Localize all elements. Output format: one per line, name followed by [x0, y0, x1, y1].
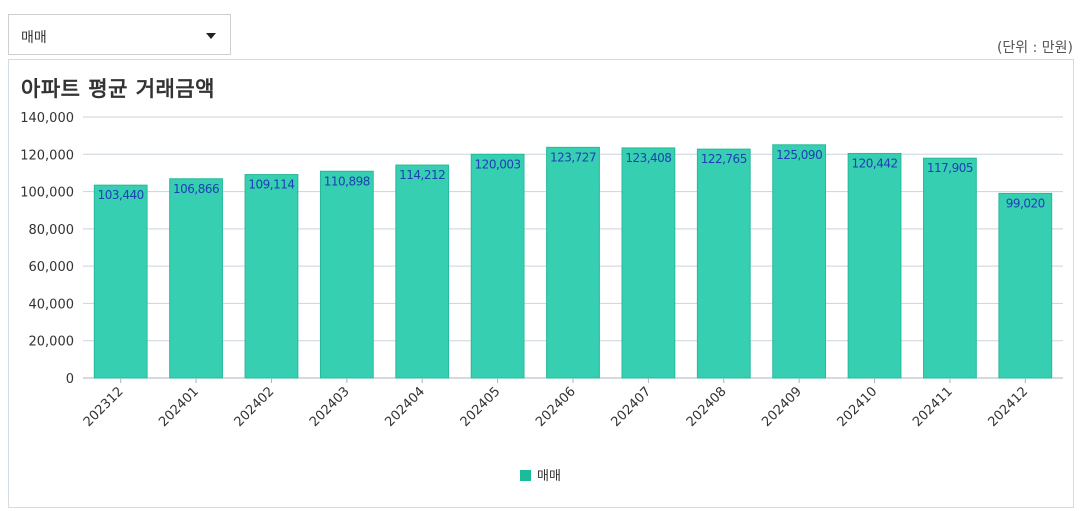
bar[interactable]	[696, 148, 751, 379]
x-tick-label: 202403	[307, 384, 353, 430]
bar[interactable]	[546, 146, 600, 379]
bar-value-label: 117,905	[927, 161, 973, 175]
legend-label[interactable]: 매매	[537, 469, 561, 484]
trade-type-select[interactable]: 매매	[8, 14, 231, 55]
bar-value-label: 106,866	[173, 182, 219, 196]
unit-label: (단위 : 만원)	[996, 40, 1073, 56]
x-tick-label: 202406	[533, 384, 579, 430]
x-tick-label: 202412	[985, 384, 1031, 430]
bar[interactable]	[169, 178, 223, 379]
bar-value-label: 114,212	[399, 168, 445, 182]
bar[interactable]	[772, 144, 827, 379]
bar-value-label: 99,020	[1006, 196, 1045, 210]
x-tick-label: 202410	[835, 384, 881, 430]
y-tick-label: 40,000	[29, 297, 75, 312]
chart-title: 아파트 평균 거래금액	[21, 77, 216, 101]
x-tick-label: 202408	[684, 384, 730, 430]
bar-value-label: 109,114	[248, 178, 294, 192]
bar-value-label: 120,003	[475, 157, 521, 171]
bar-value-label: 110,898	[324, 174, 370, 188]
caret-down-icon[interactable]	[206, 33, 216, 39]
x-tick-label: 202411	[910, 384, 956, 430]
y-tick-label: 60,000	[29, 260, 75, 275]
bar[interactable]	[395, 164, 450, 379]
y-tick-label: 80,000	[29, 223, 75, 238]
y-tick-label: 120,000	[20, 148, 74, 163]
x-tick-label: 202402	[232, 384, 278, 430]
x-tick-label: 202407	[609, 384, 655, 430]
bar[interactable]	[621, 147, 676, 379]
y-tick-label: 100,000	[20, 186, 74, 201]
y-tick-label: 0	[66, 372, 74, 387]
bar-value-label: 120,442	[851, 156, 897, 170]
bar-value-label: 103,440	[98, 188, 144, 202]
bar[interactable]	[470, 153, 525, 379]
y-tick-label: 20,000	[29, 335, 75, 350]
bar[interactable]	[998, 192, 1053, 379]
x-tick-label: 202409	[759, 384, 805, 430]
bar[interactable]	[847, 152, 902, 379]
bar-value-label: 123,727	[550, 150, 596, 164]
legend-swatch[interactable]	[520, 470, 531, 481]
x-tick-label: 202312	[81, 384, 127, 430]
bar[interactable]	[93, 184, 148, 379]
bar-value-label: 123,408	[625, 151, 671, 165]
bar[interactable]	[319, 170, 374, 379]
x-tick-label: 202404	[382, 384, 428, 430]
y-tick-label: 140,000	[20, 111, 74, 126]
trade-type-select-value: 매매	[21, 30, 47, 46]
bar[interactable]	[244, 174, 299, 379]
x-tick-label: 202405	[458, 384, 504, 430]
x-tick-label: 202401	[156, 384, 202, 430]
bar[interactable]	[923, 157, 977, 379]
bar-value-label: 122,765	[701, 152, 747, 166]
bar-value-label: 125,090	[776, 148, 822, 162]
